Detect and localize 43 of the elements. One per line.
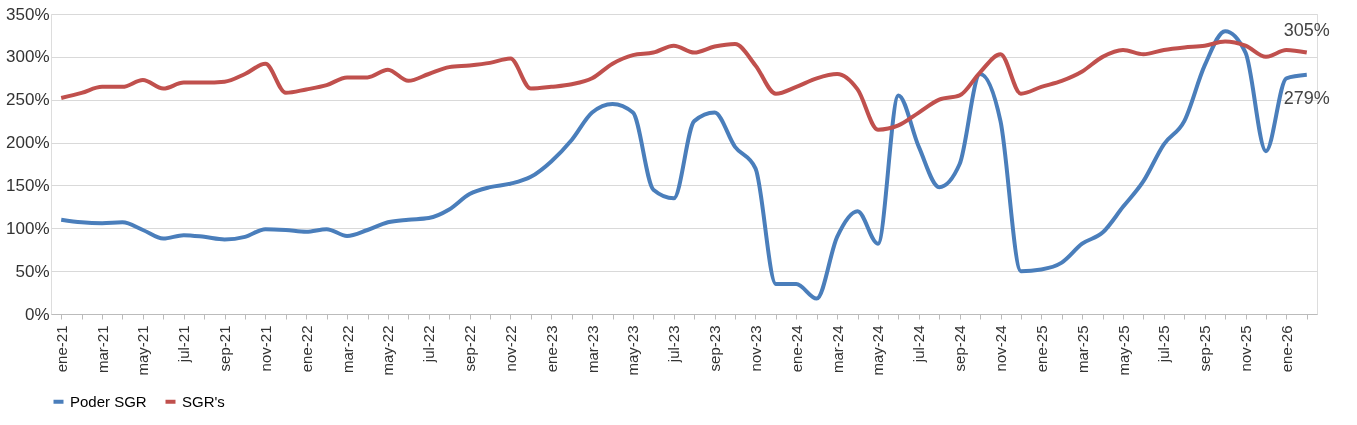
x-tick-label: ene-22	[297, 325, 315, 373]
x-tick-label: sep-24	[951, 325, 969, 372]
x-tick-label: mar-22	[338, 325, 356, 374]
x-tick-label: ene-24	[787, 325, 805, 373]
x-tick-label: nov-24	[992, 325, 1009, 372]
x-tick-label: nov-23	[746, 325, 764, 372]
x-tick-label: may-25	[1114, 325, 1132, 376]
x-tick-label: ene-23	[542, 325, 560, 373]
x-tick-label: sep-21	[216, 325, 234, 372]
y-tick-label: 350%	[6, 4, 50, 24]
x-tick-label: jul-22	[420, 325, 438, 364]
x-tick-label: may-24	[869, 325, 887, 376]
x-tick-label: jul-24	[910, 325, 928, 364]
y-tick-label: 100%	[6, 218, 50, 238]
data-label: 279%	[1283, 87, 1330, 108]
x-tick-label: jul-23	[665, 325, 683, 364]
y-tick-label: 0%	[24, 304, 50, 324]
legend-label: SGR's	[182, 392, 225, 410]
x-tick-label: sep-23	[706, 325, 724, 372]
x-tick-label: nov-25	[1237, 325, 1255, 372]
x-tick-label: mar-24	[828, 325, 846, 374]
y-tick-label: 50%	[15, 261, 50, 281]
x-tick-label: nov-21	[256, 325, 274, 372]
x-tick-label: mar-23	[583, 325, 601, 374]
x-tick-label: may-21	[134, 325, 152, 376]
y-tick-label: 200%	[6, 133, 50, 153]
x-tick-label: nov-22	[501, 325, 519, 372]
legend-label: Poder SGR	[70, 392, 147, 410]
x-tick-label: jul-21	[175, 325, 193, 364]
x-tick-label: sep-22	[461, 325, 479, 372]
y-tick-label: 150%	[6, 175, 50, 195]
x-tick-label: may-22	[379, 325, 397, 376]
x-tick-label: ene-25	[1032, 325, 1050, 373]
x-tick-label: ene-21	[52, 325, 70, 373]
x-tick-label: mar-25	[1073, 325, 1091, 374]
y-tick-label: 300%	[6, 47, 50, 67]
data-label: 305%	[1283, 19, 1330, 40]
x-tick-label: ene-26	[1277, 325, 1295, 373]
x-tick-label: mar-21	[93, 325, 111, 374]
x-tick-label: sep-25	[1196, 325, 1214, 372]
x-tick-label: jul-25	[1155, 325, 1173, 364]
x-tick-label: may-23	[624, 325, 642, 376]
y-tick-label: 250%	[6, 90, 50, 110]
